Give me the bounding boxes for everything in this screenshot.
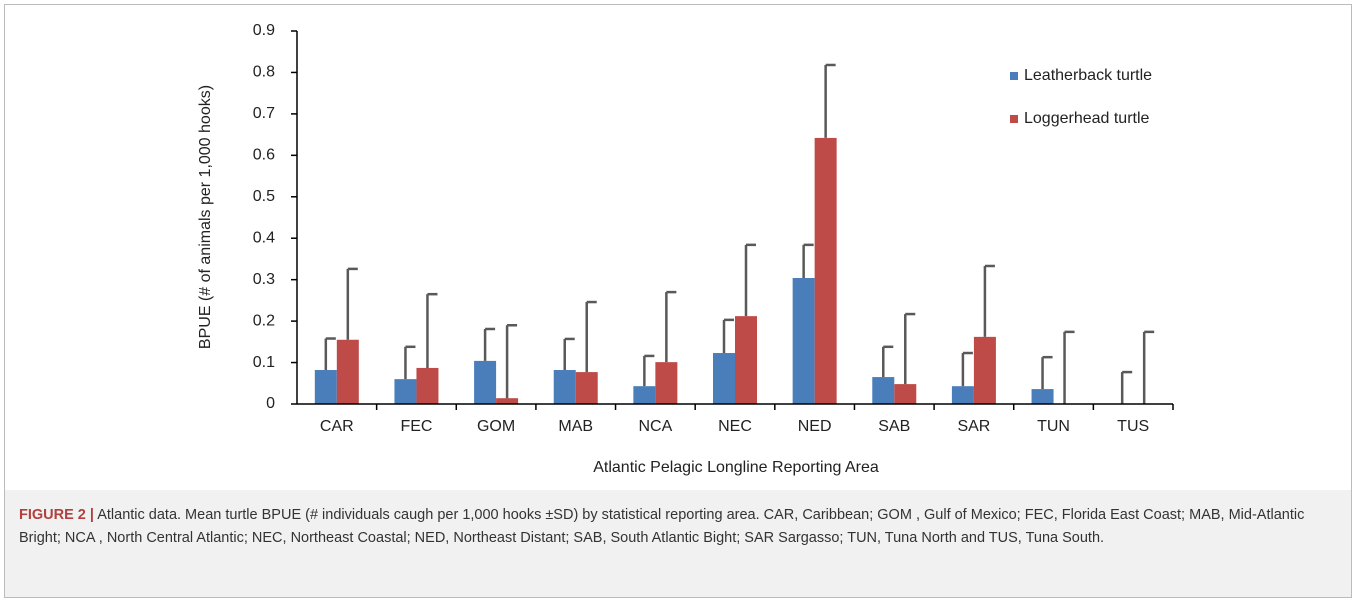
error-bar (1041, 355, 1053, 390)
bar (394, 379, 417, 404)
x-tick-label: NED (798, 418, 832, 435)
error-bar (483, 327, 496, 361)
y-tick-label: 0.7 (253, 105, 275, 122)
x-tick-label: MAB (558, 418, 593, 435)
caption-text: Atlantic data. Mean turtle BPUE (# indiv… (19, 507, 1305, 546)
x-tick-label: NCA (638, 418, 672, 435)
x-tick-label: NEC (718, 418, 752, 435)
bar (314, 370, 337, 404)
y-tick-label: 0.9 (253, 22, 275, 39)
y-tick-label: 0.6 (253, 147, 275, 164)
bar (655, 362, 678, 404)
error-bar (324, 337, 336, 371)
error-bar (961, 351, 973, 387)
error-bar (722, 318, 734, 354)
bar (474, 360, 497, 404)
error-bar (744, 243, 756, 317)
error-bar (505, 324, 518, 399)
bar (872, 377, 895, 404)
y-tick-label: 0.5 (253, 188, 275, 205)
error-bar (665, 290, 677, 363)
bar (894, 384, 917, 404)
y-tick-label: 0 (266, 395, 275, 412)
x-tick-label: FEC (400, 418, 432, 435)
error-bar (802, 243, 814, 279)
y-axis-label: BPUE (# of animals per 1,000 hooks) (197, 85, 214, 349)
error-bar (983, 264, 995, 337)
y-tick-label: 0.1 (253, 354, 275, 371)
error-bar (585, 300, 597, 373)
bar (416, 367, 439, 404)
bar (553, 370, 576, 404)
x-tick-label: GOM (477, 418, 515, 435)
y-tick-label: 0.4 (253, 229, 275, 246)
bar (633, 386, 656, 404)
x-tick-label: SAR (957, 418, 990, 435)
chart: BPUE (# of animals per 1,000 hooks) Atla… (197, 22, 1174, 476)
bar (713, 353, 735, 404)
bar (814, 137, 837, 404)
error-bar (1142, 330, 1155, 404)
figure: BPUE (# of animals per 1,000 hooks) Atla… (4, 4, 1352, 598)
legend-label: Loggerhead turtle (1024, 110, 1150, 127)
bar (735, 316, 757, 404)
legend-label: Leatherback turtle (1024, 67, 1152, 84)
error-bar (404, 345, 416, 380)
legend-swatch (1010, 115, 1018, 123)
bar (575, 372, 598, 404)
legend-swatch (1010, 72, 1018, 80)
x-tick-label: SAB (878, 418, 910, 435)
bar (951, 386, 974, 404)
error-bar (426, 292, 438, 368)
bar (973, 336, 996, 404)
error-bar (904, 312, 916, 385)
error-bar (882, 345, 894, 378)
x-tick-label: CAR (320, 418, 354, 435)
error-bar (643, 354, 655, 387)
bar (1031, 389, 1054, 404)
error-bar (1063, 330, 1075, 404)
bar (496, 398, 519, 404)
bar (336, 339, 359, 404)
caption-label: FIGURE 2 | (19, 507, 94, 523)
bar (792, 278, 815, 404)
x-axis-label: Atlantic Pelagic Longline Reporting Area (593, 459, 879, 476)
x-tick-label: TUS (1117, 418, 1149, 435)
error-bar (346, 267, 358, 340)
error-bar (824, 63, 836, 138)
x-tick-label: TUN (1037, 418, 1070, 435)
y-tick-label: 0.3 (253, 271, 275, 288)
y-tick-label: 0.2 (253, 312, 275, 329)
caption: FIGURE 2 | Atlantic data. Mean turtle BP… (5, 490, 1351, 597)
error-bar (563, 337, 575, 371)
y-tick-label: 0.8 (253, 64, 275, 81)
error-bar (1120, 370, 1133, 404)
